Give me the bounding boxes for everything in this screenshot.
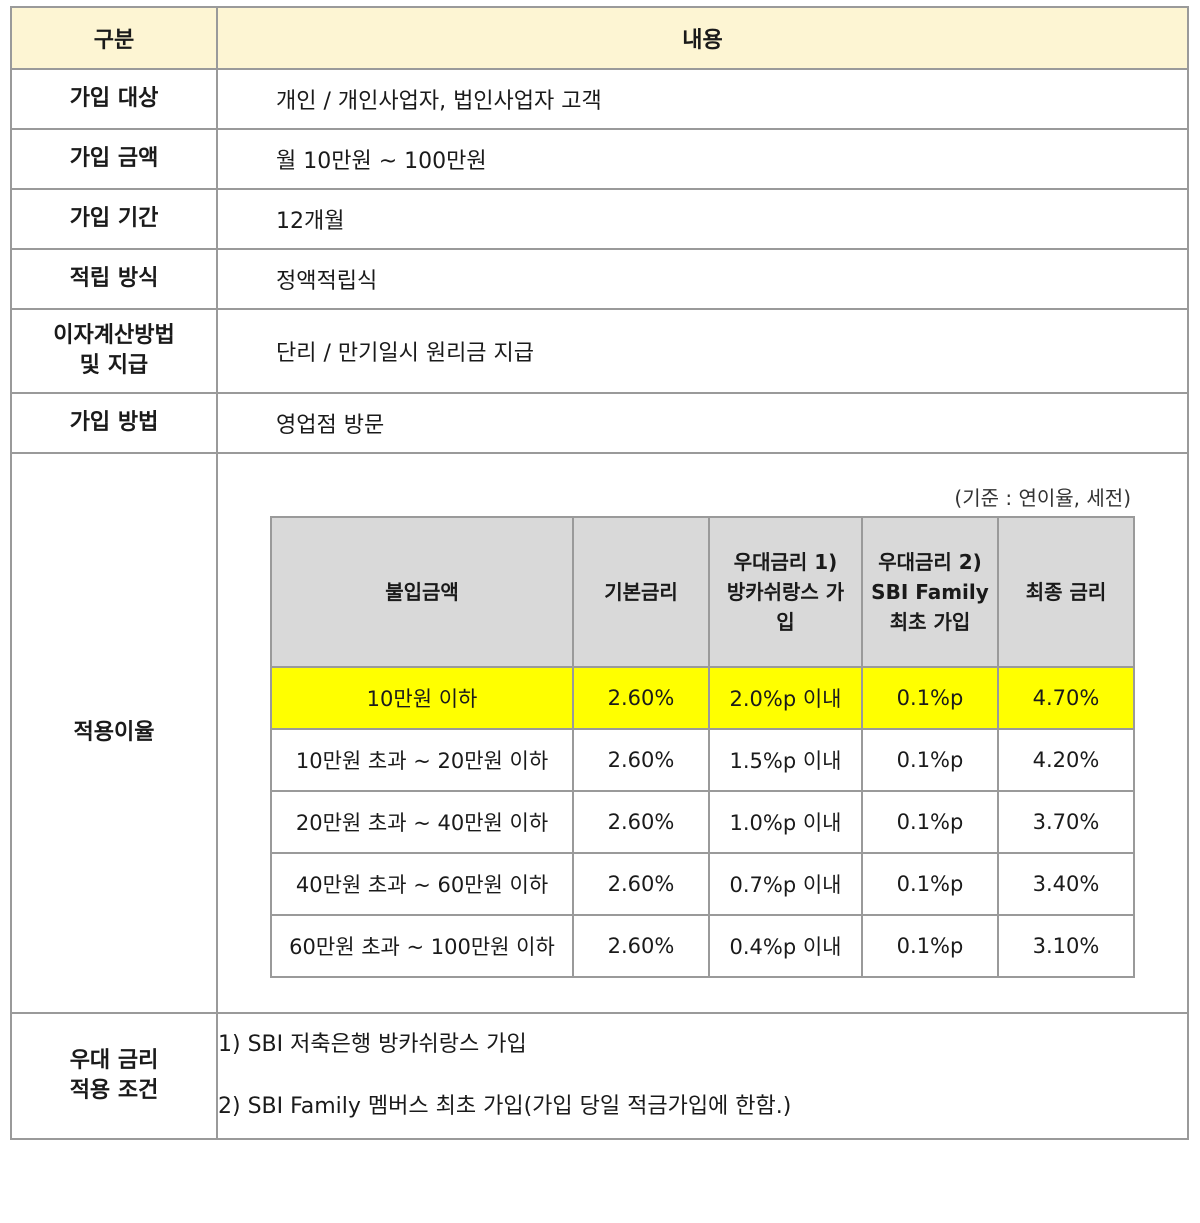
rate-base: 2.60% (572, 914, 710, 978)
rate-final: 3.70% (997, 790, 1135, 854)
conditions-value: 1) SBI 저축은행 방카쉬랑스 가입 2) SBI Family 멤버스 최… (216, 1012, 1189, 1140)
row-value-period: 12개월 (216, 188, 1189, 250)
info-row: 가입 기간 12개월 (10, 188, 1189, 250)
rate-base: 2.60% (572, 666, 710, 730)
rate-final: 3.10% (997, 914, 1135, 978)
rate-bonus2: 0.1%p (861, 914, 999, 978)
header-row: 구분 내용 (10, 6, 1189, 70)
row-value-join-method: 영업점 방문 (216, 392, 1189, 454)
rate-col-amount-line: 불입금액 (385, 580, 459, 604)
conditions-label-line1: 우대 금리 (69, 1048, 159, 1073)
info-row: 가입 대상 개인 / 개인사업자, 법인사업자 고객 (10, 68, 1189, 130)
condition-item: 1) SBI 저축은행 방카쉬랑스 가입 (218, 1032, 527, 1057)
info-row: 적립 방식 정액적립식 (10, 248, 1189, 310)
rate-col-base: 기본금리 (572, 516, 710, 668)
rate-final: 4.20% (997, 728, 1135, 792)
rate-bonus2: 0.1%p (861, 852, 999, 916)
row-label-period: 가입 기간 (10, 188, 218, 250)
rate-basis-note: (기준 : 연이율, 세전) (954, 486, 1131, 510)
rate-bonus1: 0.7%p 이내 (708, 852, 863, 916)
rate-col-final-line: 최종 금리 (1025, 580, 1107, 604)
rate-base: 2.60% (572, 790, 710, 854)
rate-table-row: 20만원 초과 ~ 40만원 이하 2.60% 1.0%p 이내 0.1%p 3… (270, 790, 1135, 854)
conditions-row: 우대 금리 적용 조건 1) SBI 저축은행 방카쉬랑스 가입 2) SBI … (10, 1012, 1189, 1140)
row-label-join-method: 가입 방법 (10, 392, 218, 454)
info-row: 가입 금액 월 10만원 ~ 100만원 (10, 128, 1189, 190)
rate-cell: (기준 : 연이율, 세전) 불입금액 기본금리 우대금리 1) 방카쉬랑스 가 (216, 452, 1189, 1014)
info-row: 가입 방법 영업점 방문 (10, 392, 1189, 454)
rate-col-bonus1: 우대금리 1) 방카쉬랑스 가 입 (708, 516, 863, 668)
rate-bonus2: 0.1%p (861, 666, 999, 730)
header-content: 내용 (216, 6, 1189, 70)
rate-col-bonus2-line3: 최초 가입 (889, 610, 971, 634)
rate-col-bonus1-line1: 우대금리 1) (733, 550, 838, 574)
rate-col-amount: 불입금액 (270, 516, 574, 668)
rate-col-base-line: 기본금리 (604, 580, 678, 604)
row-value-interest: 단리 / 만기일시 원리금 지급 (216, 308, 1189, 394)
rate-bonus1: 0.4%p 이내 (708, 914, 863, 978)
rate-bonus1: 1.5%p 이내 (708, 728, 863, 792)
rate-final: 3.40% (997, 852, 1135, 916)
rate-col-bonus2: 우대금리 2) SBI Family 최초 가입 (861, 516, 999, 668)
rate-col-bonus2-line1: 우대금리 2) (878, 550, 982, 574)
rate-table-row: 10만원 초과 ~ 20만원 이하 2.60% 1.5%p 이내 0.1%p 4… (270, 728, 1135, 792)
rate-table-row: 60만원 초과 ~ 100만원 이하 2.60% 0.4%p 이내 0.1%p … (270, 914, 1135, 978)
rate-table-header: 불입금액 기본금리 우대금리 1) 방카쉬랑스 가 입 우대금리 2) SBI … (270, 516, 1135, 668)
rate-bonus1: 1.0%p 이내 (708, 790, 863, 854)
rate-amount: 60만원 초과 ~ 100만원 이하 (270, 914, 574, 978)
rate-amount: 20만원 초과 ~ 40만원 이하 (270, 790, 574, 854)
conditions-label: 우대 금리 적용 조건 (10, 1012, 218, 1140)
row-value-target: 개인 / 개인사업자, 법인사업자 고객 (216, 68, 1189, 130)
rate-bonus2: 0.1%p (861, 790, 999, 854)
row-label-interest-line1: 이자계산방법 (53, 323, 175, 348)
rate-row: 적용이율 (기준 : 연이율, 세전) 불입금액 기본금리 우대금리 1) 방카… (10, 452, 1189, 1014)
rate-amount: 10만원 이하 (270, 666, 574, 730)
rate-col-bonus2-line2: SBI Family (871, 580, 989, 604)
row-label-method: 적립 방식 (10, 248, 218, 310)
rate-table-row-highlighted: 10만원 이하 2.60% 2.0%p 이내 0.1%p 4.70% (270, 666, 1135, 730)
rate-base: 2.60% (572, 852, 710, 916)
row-value-amount: 월 10만원 ~ 100만원 (216, 128, 1189, 190)
rate-bonus2: 0.1%p (861, 728, 999, 792)
rate-amount: 40만원 초과 ~ 60만원 이하 (270, 852, 574, 916)
rate-label: 적용이율 (10, 452, 218, 1014)
rate-bonus1: 2.0%p 이내 (708, 666, 863, 730)
rate-col-bonus1-line3: 입 (776, 610, 795, 634)
rate-table-row: 40만원 초과 ~ 60만원 이하 2.60% 0.7%p 이내 0.1%p 3… (270, 852, 1135, 916)
rate-amount: 10만원 초과 ~ 20만원 이하 (270, 728, 574, 792)
rate-col-final: 최종 금리 (997, 516, 1135, 668)
product-info-table: 구분 내용 가입 대상 개인 / 개인사업자, 법인사업자 고객 가입 금액 월… (10, 6, 1189, 1140)
row-value-method: 정액적립식 (216, 248, 1189, 310)
rate-base: 2.60% (572, 728, 710, 792)
info-row: 이자계산방법 및 지급 단리 / 만기일시 원리금 지급 (10, 308, 1189, 394)
rate-table: 불입금액 기본금리 우대금리 1) 방카쉬랑스 가 입 우대금리 2) SBI … (270, 516, 1135, 978)
header-category: 구분 (10, 6, 218, 70)
rate-final: 4.70% (997, 666, 1135, 730)
row-label-target: 가입 대상 (10, 68, 218, 130)
row-label-interest: 이자계산방법 및 지급 (10, 308, 218, 394)
conditions-label-line2: 적용 조건 (69, 1078, 159, 1103)
row-label-interest-line2: 및 지급 (79, 353, 149, 378)
rate-col-bonus1-line2: 방카쉬랑스 가 (726, 580, 845, 604)
row-label-amount: 가입 금액 (10, 128, 218, 190)
condition-item: 2) SBI Family 멤버스 최초 가입(가입 당일 적금가입에 한함.) (218, 1094, 792, 1119)
